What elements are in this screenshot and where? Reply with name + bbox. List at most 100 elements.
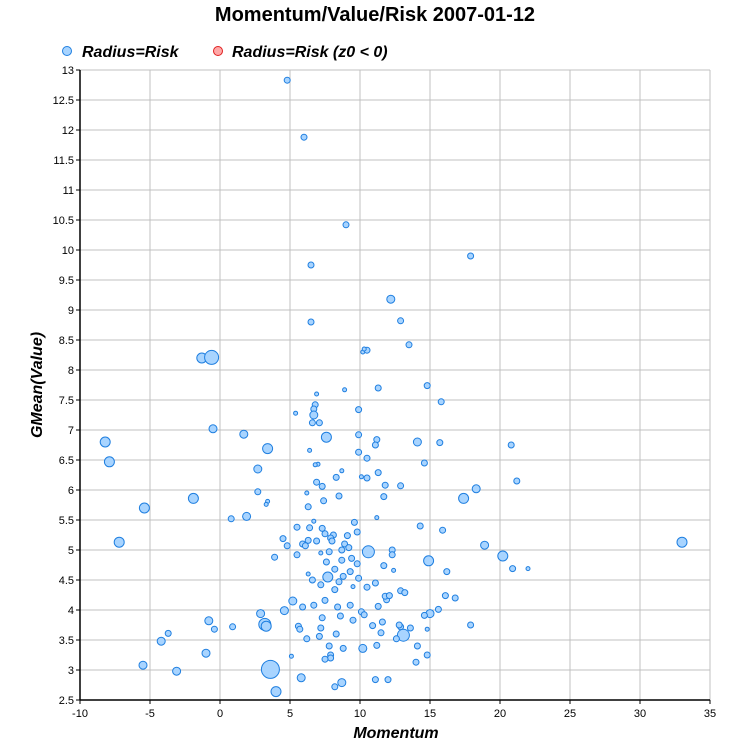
data-point [412, 437, 422, 447]
legend: Radius=Risk Radius=Risk (z0 < 0) [62, 44, 388, 61]
y-tick-label: 11.5 [53, 155, 74, 167]
data-point [315, 632, 323, 640]
y-tick-label: 4.5 [59, 575, 74, 587]
data-point [355, 431, 363, 439]
data-point [353, 560, 361, 568]
data-point [279, 535, 287, 543]
data-point [270, 686, 282, 698]
data-point [279, 606, 289, 616]
data-point [396, 628, 410, 642]
y-tick-label: 11 [63, 185, 74, 197]
data-point [378, 618, 386, 626]
data-point [392, 635, 400, 643]
data-point [336, 612, 344, 620]
x-tick-label: 0 [217, 708, 223, 720]
data-point [138, 660, 148, 670]
data-point [313, 537, 321, 545]
data-point [283, 542, 291, 550]
data-point [338, 556, 346, 564]
data-point [423, 651, 431, 659]
data-point [293, 410, 299, 416]
data-point [436, 439, 444, 447]
data-point [405, 341, 413, 349]
y-tick-label: 9.5 [59, 275, 74, 287]
data-point [424, 626, 430, 632]
data-point [307, 318, 315, 326]
legend-marker-radius-risk [62, 46, 72, 56]
data-point [322, 571, 334, 583]
data-point [360, 611, 368, 619]
data-point [325, 548, 333, 556]
data-point [242, 511, 252, 521]
data-point [293, 523, 301, 531]
data-point [334, 603, 342, 611]
data-point [406, 624, 414, 632]
data-point [423, 382, 431, 390]
y-tick-label: 8.5 [59, 335, 74, 347]
data-point [345, 544, 353, 552]
data-point [676, 536, 688, 548]
data-point [327, 654, 335, 662]
data-point [99, 436, 111, 448]
data-point [363, 474, 371, 482]
data-point [172, 666, 182, 676]
data-point [307, 261, 315, 269]
data-point [331, 586, 339, 594]
data-point [391, 567, 397, 573]
y-tick-label: 12.5 [53, 95, 74, 107]
data-point [301, 542, 309, 550]
x-tick-label: -10 [72, 708, 88, 720]
x-tick-label: 15 [424, 708, 436, 720]
data-point [309, 410, 319, 420]
y-tick-labels: 2.5 3 3.5 4 4.5 5 5.5 6 6.5 7 7.5 8 8.5 9 9.5 10 10.5 11 1… [53, 65, 74, 707]
data-point [296, 673, 306, 683]
data-point [413, 642, 421, 650]
data-point [380, 562, 388, 570]
legend-label-radius-risk-negative: Radius=Risk (z0 < 0) [232, 44, 388, 61]
data-point [320, 431, 332, 443]
data-point [381, 481, 389, 489]
data-point [335, 492, 343, 500]
data-point [304, 490, 310, 496]
data-point [374, 515, 380, 521]
data-point [310, 601, 318, 609]
data-point [339, 644, 347, 652]
data-point [434, 605, 442, 613]
data-point [187, 492, 199, 504]
data-point [358, 643, 368, 653]
data-point [308, 419, 316, 427]
data-point [443, 568, 451, 576]
data-point [437, 398, 445, 406]
data-point [380, 493, 388, 501]
data-point [227, 515, 235, 523]
data-point [283, 76, 291, 84]
data-point [296, 625, 304, 633]
data-point [350, 518, 358, 526]
y-tick-label: 8 [68, 365, 74, 377]
data-point [260, 659, 280, 679]
data-point [103, 456, 115, 468]
data-point [307, 447, 313, 453]
data-point [412, 658, 420, 666]
data-point [355, 406, 363, 414]
data-point [355, 574, 363, 582]
data-point [312, 462, 318, 468]
data-point [471, 484, 481, 494]
data-point [348, 554, 356, 562]
data-point [304, 503, 312, 511]
y-tick-label: 2.5 [59, 695, 74, 707]
data-point [369, 622, 377, 630]
data-point [338, 546, 346, 554]
data-point [507, 441, 515, 449]
data-point [346, 601, 354, 609]
data-point [314, 391, 320, 397]
data-point [311, 518, 317, 524]
data-point [260, 620, 272, 632]
data-point [300, 133, 308, 141]
x-tick-label: 35 [704, 708, 716, 720]
data-point [321, 655, 329, 663]
x-tick-label: 25 [564, 708, 576, 720]
data-point [363, 583, 371, 591]
x-tick-label: 30 [634, 708, 646, 720]
data-point [458, 492, 470, 504]
